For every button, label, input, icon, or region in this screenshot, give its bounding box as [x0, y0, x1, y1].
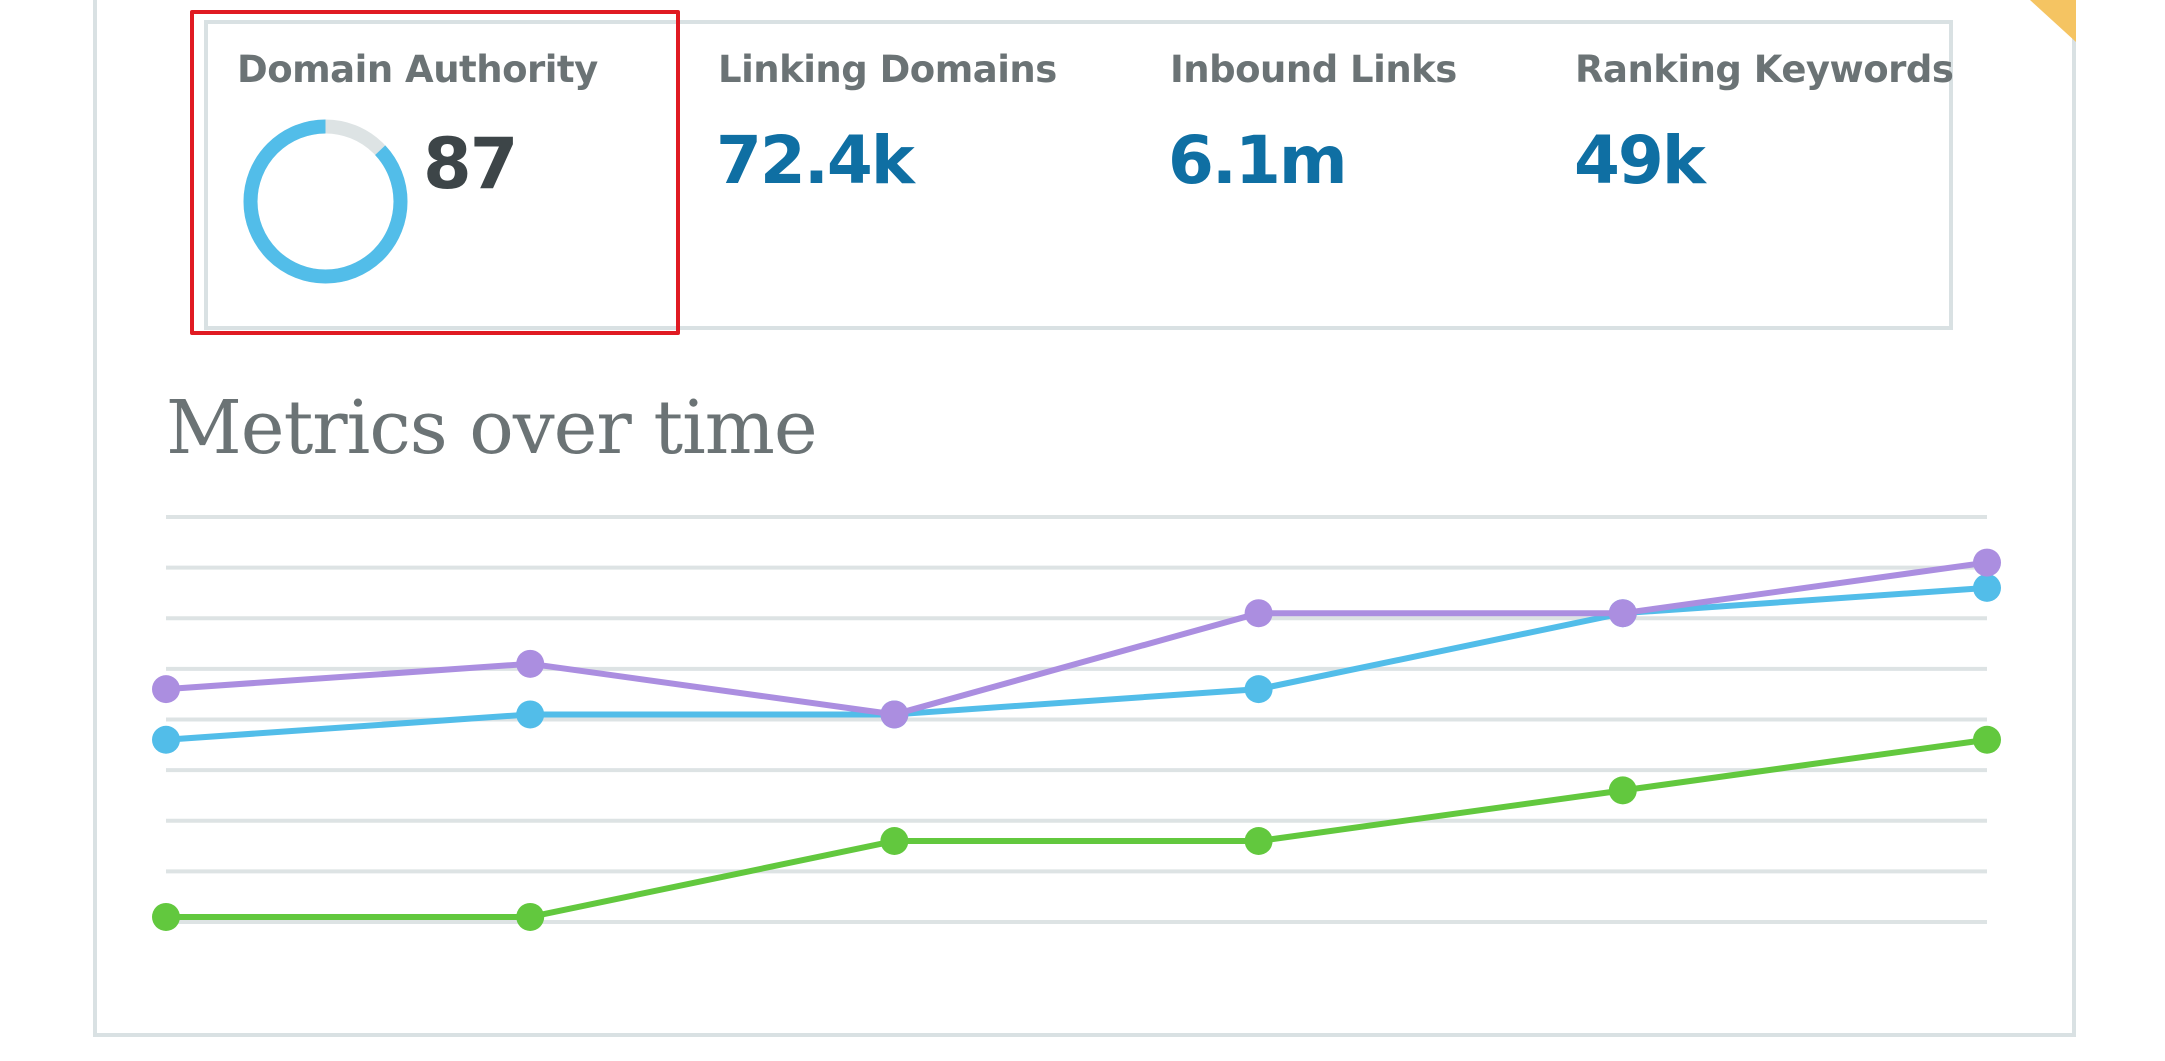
series-line-2: [165, 584, 1988, 743]
section-title: Metrics over time: [166, 385, 818, 471]
data-point-series-1-2[interactable]: [516, 649, 545, 678]
data-point-series-1-1[interactable]: [152, 675, 180, 704]
ranking-keywords-label: Ranking Keywords: [1575, 48, 1954, 91]
inbound-links-value: 6.1m: [1168, 122, 1348, 199]
series-line-1: [165, 559, 1988, 718]
data-point-series-2-6[interactable]: [1973, 573, 2001, 602]
data-point-series-3-2[interactable]: [516, 902, 545, 931]
domain-authority-value: 87: [423, 123, 518, 205]
data-point-series-2-1[interactable]: [152, 725, 180, 754]
data-point-series-1-6[interactable]: [1973, 548, 2001, 577]
domain-authority-highlight[interactable]: [190, 10, 680, 335]
data-point-series-3-4[interactable]: [1244, 827, 1273, 855]
data-point-series-2-2[interactable]: [516, 700, 545, 729]
ranking-keywords-value: 49k: [1574, 122, 1706, 199]
domain-authority-donut: [243, 119, 408, 284]
inbound-links-label: Inbound Links: [1170, 48, 1457, 91]
data-point-series-1-4[interactable]: [1244, 599, 1273, 628]
data-point-series-2-4[interactable]: [1244, 675, 1273, 704]
linking-domains-value: 72.4k: [716, 122, 915, 199]
stats-box: [204, 20, 1953, 330]
data-point-series-1-3[interactable]: [880, 700, 909, 729]
data-point-series-1-5[interactable]: [1608, 599, 1637, 628]
data-point-series-3-1[interactable]: [152, 902, 180, 931]
data-point-series-3-5[interactable]: [1608, 776, 1637, 805]
series-line-3: [166, 736, 1988, 920]
domain-authority-label: Domain Authority: [237, 48, 598, 91]
data-point-series-3-6[interactable]: [1973, 725, 2001, 754]
corner-ribbon: [2030, 0, 2076, 42]
linking-domains-label: Linking Domains: [718, 48, 1057, 91]
data-point-series-3-3[interactable]: [880, 827, 909, 855]
